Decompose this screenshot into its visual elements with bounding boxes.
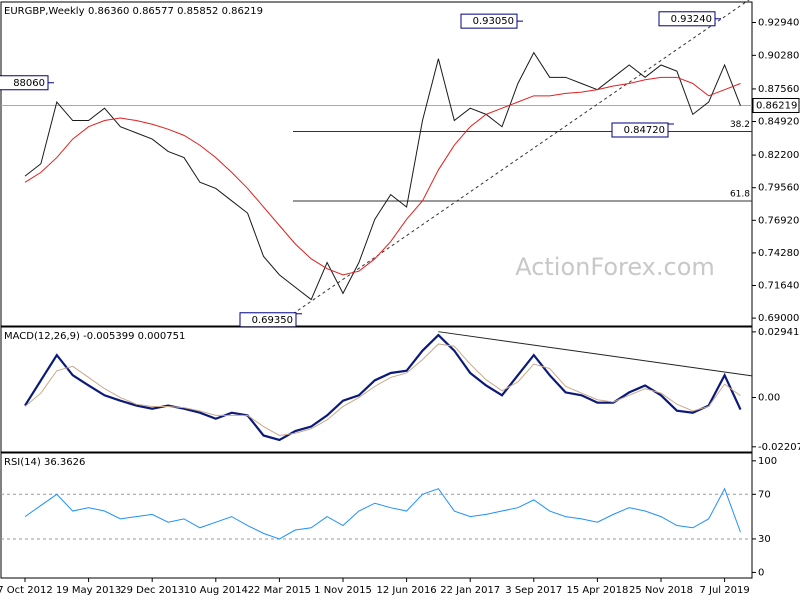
y-tick-label: 70 [758, 489, 771, 500]
annotation-box [460, 13, 518, 29]
y-tick-label: 30 [758, 534, 771, 545]
annotation-box [611, 122, 669, 138]
panel-title: MACD(12,26,9) -0.005399 0.000751 [4, 331, 185, 342]
x-tick-label: 25 Nov 2018 [629, 585, 693, 596]
series-line [24, 487, 741, 540]
x-tick-label: 29 Dec 2013 [120, 585, 184, 596]
y-tick-label: -0.022074 [758, 442, 800, 453]
y-tick-label: 0.90280 [758, 50, 799, 61]
watermark: ActionForex.com [515, 253, 715, 281]
annotation-label: 88060 [13, 78, 45, 89]
y-tick-label: 0.84920 [758, 117, 799, 128]
x-tick-label: 10 Aug 2014 [184, 585, 248, 596]
fib-label: 61.8 [730, 190, 750, 200]
y-tick-label: 0.69000 [758, 313, 799, 324]
x-tick-label: 12 Jun 2016 [377, 585, 437, 596]
panel-subtitle: 0.86360 0.86577 0.85852 0.86219 [88, 6, 263, 17]
x-tick-label: 3 Sep 2017 [505, 585, 562, 596]
x-tick-label: 22 Mar 2015 [248, 585, 311, 596]
y-tick-label: 0.79560 [758, 183, 799, 194]
x-tick-label: 1 Nov 2015 [314, 585, 372, 596]
series-line [24, 76, 741, 276]
y-tick-label: 0.87560 [758, 84, 799, 95]
panel-title: RSI(14) 36.3626 [4, 457, 85, 468]
y-tick-label: 0.71640 [758, 281, 799, 292]
y-tick-label: 0 [758, 567, 764, 578]
y-tick-label: 0.76920 [758, 215, 799, 226]
annotation-box [0, 75, 49, 91]
series-line [24, 51, 741, 301]
series-line [24, 343, 741, 437]
y-tick-label: 100 [758, 456, 777, 467]
x-tick-label: 15 Apr 2018 [566, 585, 628, 596]
y-tick-label: 0.92940 [758, 17, 799, 28]
panel-frame [0, 1, 753, 327]
annotation-label: 0.69350 [252, 315, 293, 326]
series-line [24, 333, 742, 442]
panel-title: EURGBP,Weekly [4, 6, 85, 17]
y-tick-label: 0.00 [758, 393, 780, 404]
x-tick-label: 7 Jul 2019 [699, 585, 749, 596]
fib-label: 38.2 [730, 120, 750, 130]
y-tick-label: 0.82200 [758, 150, 799, 161]
x-tick-label: 22 Jan 2017 [440, 585, 500, 596]
y-tick-label: 0.029412 [758, 327, 800, 338]
panel-frame [0, 452, 753, 579]
annotation-label: 0.93050 [473, 16, 514, 27]
panel-frame [0, 326, 753, 453]
x-tick-label: 19 May 2013 [56, 585, 121, 596]
y-tick-label: 0.74280 [758, 248, 799, 259]
x-tick-label: 7 Oct 2012 [0, 585, 53, 596]
current-price-label: 0.86219 [756, 100, 797, 111]
annotation-box [658, 11, 716, 27]
annotation-label: 0.93240 [671, 14, 712, 25]
trend-line [292, 0, 750, 315]
annotation-label: 0.84720 [624, 125, 665, 136]
trend-line [438, 331, 753, 377]
current-price-box [752, 97, 800, 113]
